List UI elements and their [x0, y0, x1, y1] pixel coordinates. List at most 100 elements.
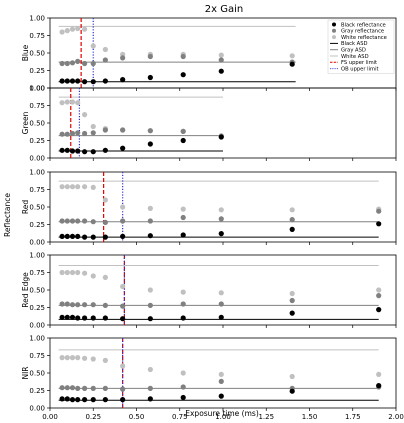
- white-reflectance-point: [147, 366, 153, 373]
- white-reflectance-point: [75, 100, 81, 106]
- y-tick-label: 0.50: [29, 203, 45, 211]
- gray-reflectance-point: [289, 217, 295, 223]
- black-reflectance-point: [82, 397, 88, 403]
- gray-reflectance-point: [75, 130, 81, 136]
- black-reflectance-point: [90, 315, 96, 321]
- white-reflectance-point: [90, 43, 96, 49]
- white-reflectance-point: [218, 290, 224, 296]
- gray-reflectance-point: [69, 385, 76, 391]
- gray-reflectance-point: [180, 128, 186, 134]
- x-tick-label: 0.25: [85, 413, 101, 421]
- gray-reflectance-point: [90, 130, 96, 136]
- black-reflectance-point: [147, 396, 153, 402]
- black-reflectance-point: [82, 79, 88, 85]
- y-tick-label: 0.00: [29, 321, 45, 329]
- gray-reflectance-point: [69, 60, 76, 66]
- black-reflectance-point: [69, 397, 76, 403]
- legend-label: Gray reflectance: [341, 29, 384, 35]
- white-reflectance-point: [289, 53, 295, 59]
- shared-y-axis-label: Reflectance: [3, 193, 12, 237]
- legend-box: [327, 19, 395, 74]
- gray-reflectance-point: [90, 385, 96, 391]
- white-reflectance-point: [82, 26, 88, 32]
- gray-reflectance-point: [120, 386, 126, 392]
- black-reflectance-point: [218, 134, 224, 140]
- white-reflectance-point: [59, 100, 65, 106]
- gray-reflectance-point: [147, 385, 153, 391]
- white-reflectance-point: [102, 357, 108, 363]
- x-tick-label: 1.00: [215, 413, 231, 421]
- black-reflectance-point: [102, 78, 108, 84]
- y-tick-label: 0.00: [29, 154, 45, 162]
- white-reflectance-point: [59, 269, 65, 276]
- gray-reflectance-point: [75, 58, 81, 64]
- gray-reflectance-point: [64, 301, 70, 307]
- black-reflectance-point: [180, 232, 186, 238]
- gray-reflectance-point: [102, 127, 108, 133]
- gray-reflectance-point: [180, 384, 186, 390]
- black-reflectance-point: [69, 233, 76, 239]
- panel-ylabel: Blue: [21, 44, 30, 61]
- gray-reflectance-point: [75, 302, 81, 308]
- x-tick-label: 0.00: [42, 413, 58, 421]
- black-reflectance-point: [64, 314, 70, 320]
- black-reflectance-point: [180, 394, 186, 401]
- gray-reflectance-point: [90, 60, 96, 67]
- legend-marker: [332, 28, 336, 33]
- panel-red-edge: 0.00 0.25 0.50 0.75 1.00 Red Edge: [21, 251, 397, 329]
- black-reflectance-point: [218, 231, 224, 237]
- x-tick-label: 0.75: [172, 413, 188, 421]
- legend-label: Black ASD: [341, 41, 368, 47]
- gray-reflectance-point: [218, 301, 224, 307]
- white-reflectance-point: [69, 99, 76, 105]
- black-reflectance-point: [69, 78, 76, 84]
- black-reflectance-point: [64, 147, 70, 153]
- gray-reflectance-point: [180, 53, 186, 60]
- y-tick-label: 0.25: [29, 304, 45, 312]
- black-reflectance-point: [59, 314, 65, 320]
- black-reflectance-point: [218, 68, 224, 74]
- panel-ylabel: NIR: [21, 366, 30, 379]
- black-reflectance-point: [147, 141, 153, 147]
- black-reflectance-point: [289, 388, 295, 394]
- black-reflectance-point: [376, 307, 382, 313]
- panels-group: 0.00 0.25 0.50 0.75 1.00 Blue Black reflectanc…: [21, 14, 404, 421]
- panel-ylabel: Red: [21, 200, 30, 214]
- y-tick-label: 0.00: [29, 84, 45, 92]
- y-tick-label: 0.25: [29, 221, 45, 229]
- black-reflectance-point: [102, 397, 108, 403]
- white-reflectance-point: [180, 370, 186, 376]
- black-reflectance-point: [90, 79, 96, 85]
- gray-reflectance-point: [218, 57, 224, 63]
- y-tick-label: 0.50: [29, 49, 45, 57]
- legend-marker: [332, 35, 336, 40]
- x-tick-label: 1.50: [302, 413, 318, 421]
- black-reflectance-point: [82, 234, 88, 240]
- gray-reflectance-point: [102, 57, 108, 63]
- white-reflectance-point: [289, 373, 295, 380]
- black-reflectance-point: [180, 137, 186, 144]
- panel-ylabel: Green: [21, 111, 30, 134]
- legend-marker: [332, 22, 336, 27]
- white-reflectance-point: [147, 287, 153, 293]
- y-tick-label: 0.25: [29, 67, 45, 75]
- white-reflectance-point: [59, 184, 65, 190]
- y-tick-label: 0.25: [29, 387, 45, 395]
- gray-reflectance-point: [102, 385, 108, 391]
- white-reflectance-point: [90, 123, 96, 130]
- gray-reflectance-point: [147, 218, 153, 224]
- y-tick-label: 0.50: [29, 119, 45, 127]
- black-reflectance-point: [82, 149, 88, 155]
- black-reflectance-point: [120, 316, 126, 322]
- white-reflectance-point: [59, 29, 65, 35]
- chart-title: 2x Gain: [205, 4, 243, 15]
- white-reflectance-point: [69, 355, 76, 361]
- y-tick-label: 0.25: [29, 137, 45, 145]
- black-reflectance-point: [75, 315, 81, 321]
- gray-reflectance-point: [90, 302, 96, 308]
- y-tick-label: 0.75: [29, 352, 45, 360]
- gray-reflectance-point: [59, 131, 65, 137]
- y-tick-label: 1.00: [29, 334, 45, 342]
- gray-reflectance-point: [69, 130, 76, 137]
